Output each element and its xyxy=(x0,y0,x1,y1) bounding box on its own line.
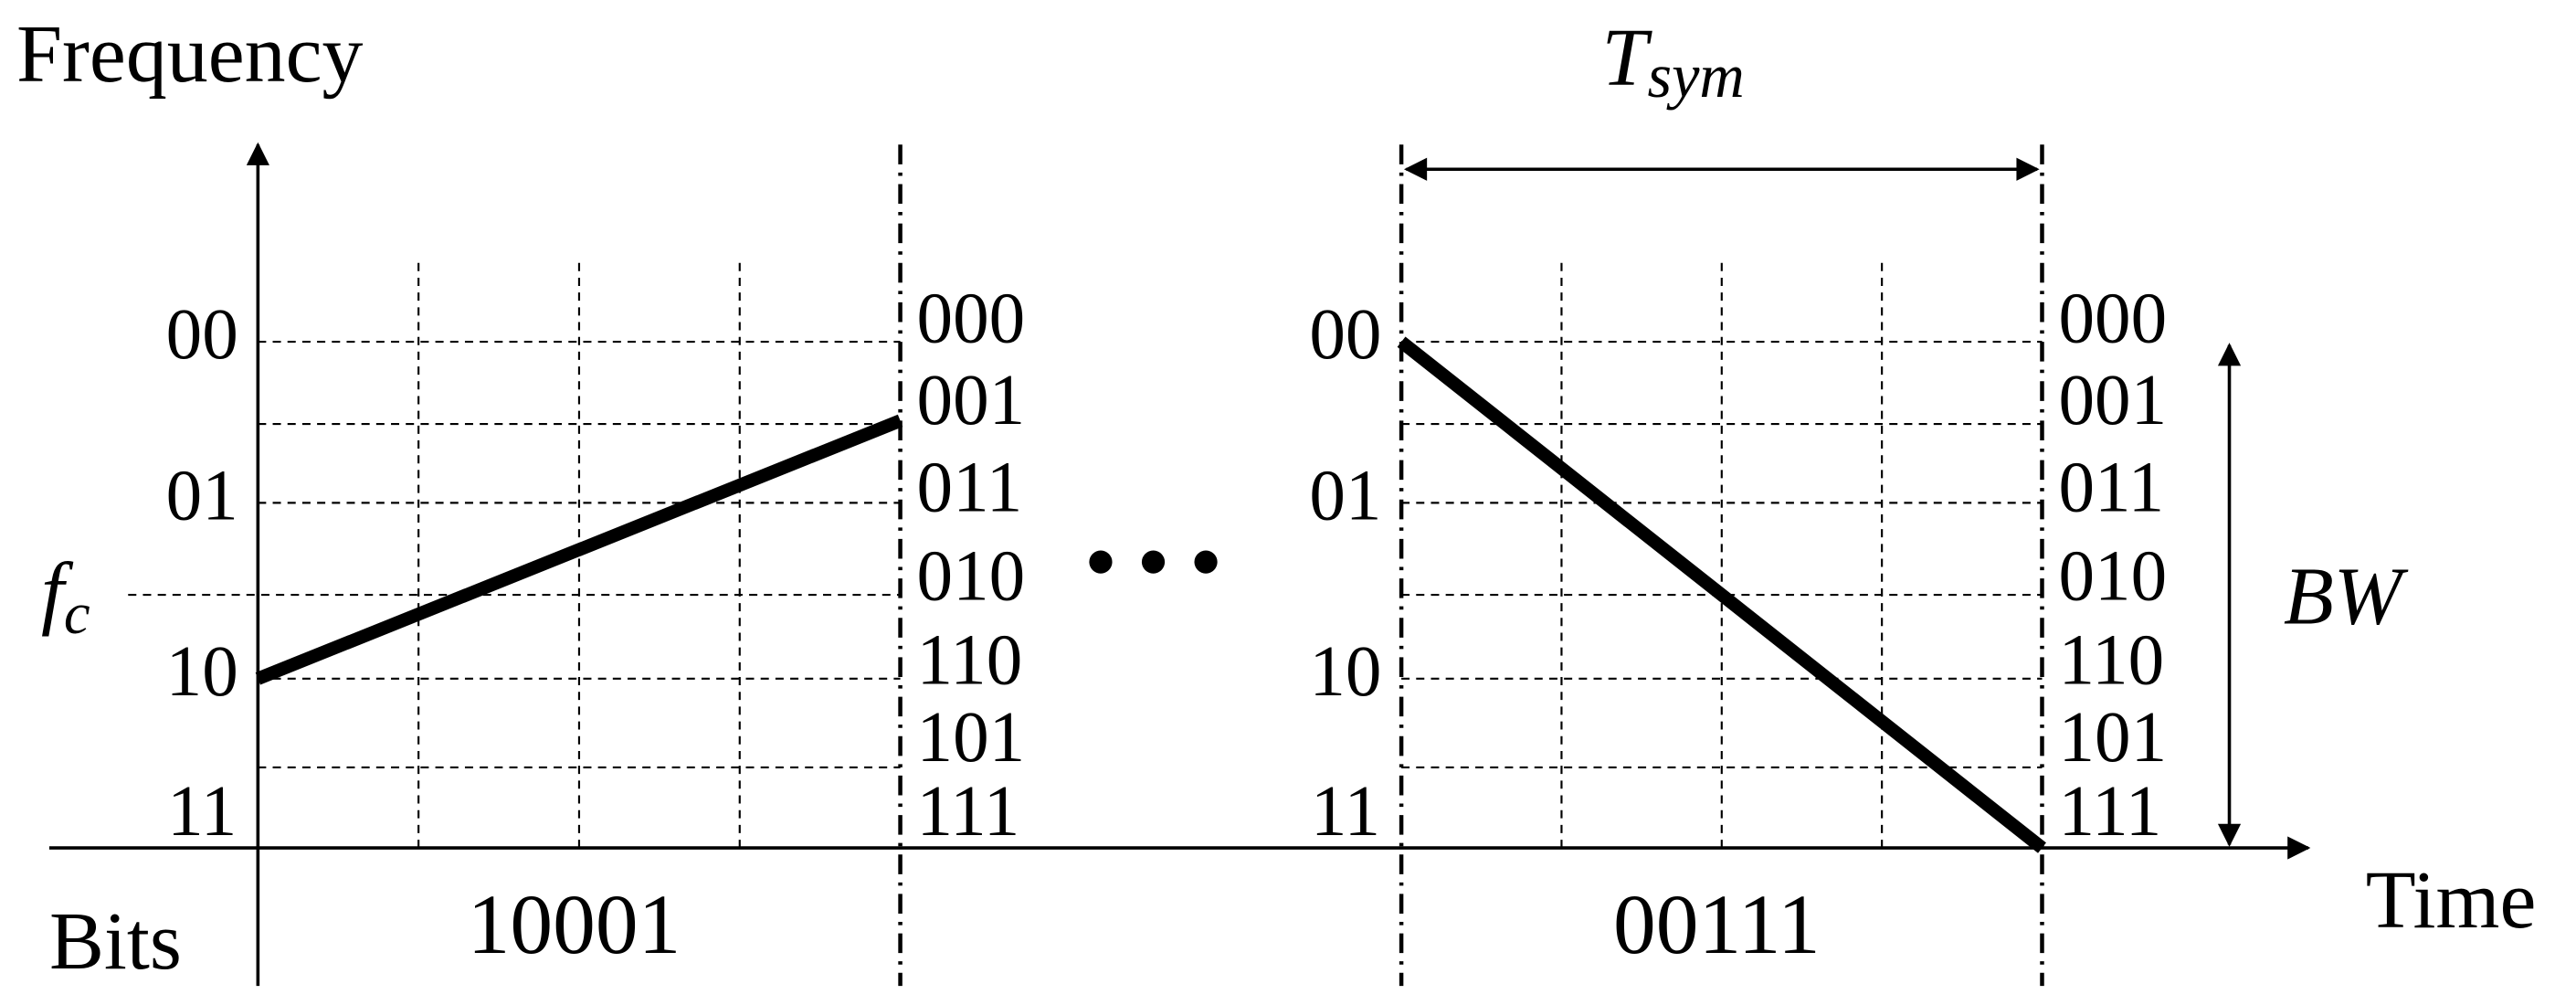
bin-label: 001 xyxy=(917,360,1026,440)
freq-label: 01 xyxy=(1309,456,1381,536)
bin-label: 000 xyxy=(2058,278,2167,358)
tsym-label: Tsym xyxy=(1602,13,1745,111)
bin-label: 111 xyxy=(917,771,1020,852)
y-axis-label: Frequency xyxy=(16,9,364,100)
x-axis-label: Time xyxy=(2366,855,2537,946)
grid xyxy=(128,262,2043,849)
bin-label: 101 xyxy=(2058,697,2167,778)
symbol-bits: 10001 xyxy=(468,878,681,972)
fc-label: fc xyxy=(41,546,90,647)
bin-label: 010 xyxy=(2058,536,2167,617)
bits-label: Bits xyxy=(49,896,182,987)
bin-label: 000 xyxy=(917,278,1026,358)
bin-label: 010 xyxy=(917,536,1026,617)
bin-label: 101 xyxy=(917,697,1026,778)
fc-sub: c xyxy=(64,581,90,647)
freq-label: 10 xyxy=(1309,631,1381,712)
freq-label: 00 xyxy=(1309,294,1381,375)
down-chirp xyxy=(1397,336,2046,853)
bin-label: 110 xyxy=(2058,619,2164,700)
bw-label: BW xyxy=(2284,552,2409,642)
ellipsis-dot xyxy=(1089,550,1113,574)
bin-label: 011 xyxy=(2058,448,2164,528)
bin-label: 111 xyxy=(2058,771,2161,852)
symbol-bits: 00111 xyxy=(1613,878,1821,972)
freq-label: 11 xyxy=(167,771,237,852)
bin-label: 001 xyxy=(2058,360,2167,440)
freq-label: 11 xyxy=(1311,771,1380,852)
ellipsis-dot xyxy=(1194,550,1218,574)
tsym-sub: sym xyxy=(1648,41,1745,111)
freq-label: 00 xyxy=(166,294,238,375)
ellipsis-dot xyxy=(1141,550,1166,574)
up-chirp xyxy=(255,414,903,685)
freq-label: 10 xyxy=(166,631,238,712)
tsym-main: T xyxy=(1602,13,1653,103)
bin-label: 110 xyxy=(917,619,1023,700)
bin-label: 011 xyxy=(917,448,1023,528)
freq-label: 01 xyxy=(166,456,238,536)
